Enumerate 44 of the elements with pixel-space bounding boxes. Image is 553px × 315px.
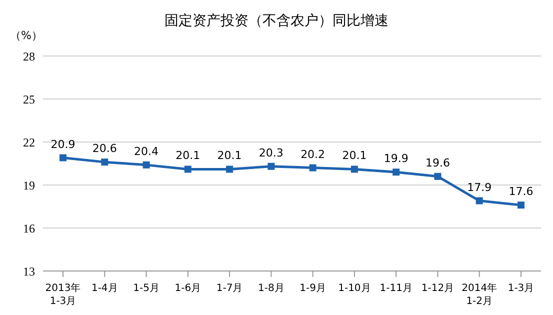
data-label: 20.3 bbox=[258, 146, 284, 160]
data-label: 17.6 bbox=[508, 185, 534, 198]
x-tick-label: 1-6月 bbox=[174, 283, 202, 294]
point bbox=[518, 202, 524, 209]
y-tick-label: 25 bbox=[23, 92, 35, 106]
point bbox=[476, 197, 483, 204]
point bbox=[309, 164, 316, 172]
data-label: 19.9 bbox=[384, 152, 408, 166]
x-tick-label: 1-7月 bbox=[216, 283, 243, 294]
x-tick-label: 2013年 1-3月 bbox=[45, 282, 81, 307]
x-tick-label: 1-11月 bbox=[380, 283, 412, 294]
y-tick-label: 19 bbox=[23, 178, 35, 192]
x-tick-label: 1-12月 bbox=[421, 283, 454, 294]
point bbox=[101, 158, 108, 166]
data-label: 20.6 bbox=[92, 142, 117, 156]
point bbox=[60, 154, 66, 162]
point bbox=[184, 166, 192, 173]
chart-title: 固定资产投资（不含农户）同比增速 bbox=[164, 12, 390, 30]
point bbox=[268, 162, 275, 170]
x-tick-label: 1-5月 bbox=[133, 283, 160, 294]
x-tick-label: 2014年 1-2月 bbox=[462, 282, 498, 307]
y-tick-label: 28 bbox=[23, 49, 35, 64]
data-label: 20.4 bbox=[134, 144, 159, 158]
data-label: 19.6 bbox=[425, 156, 450, 170]
data-label: 20.1 bbox=[217, 149, 242, 162]
data-label: 20.2 bbox=[300, 148, 326, 161]
x-tick-label: 1-3月 bbox=[508, 283, 534, 294]
x-tick-label: 1-10月 bbox=[338, 283, 371, 294]
point bbox=[226, 166, 234, 173]
data-label: 17.9 bbox=[467, 180, 492, 194]
x-tick-label: 1-9月 bbox=[300, 283, 326, 294]
y-tick-label: 13 bbox=[23, 264, 35, 278]
point bbox=[392, 168, 400, 176]
data-label: 20.9 bbox=[50, 138, 76, 151]
point bbox=[142, 161, 150, 168]
data-label: 20.1 bbox=[176, 149, 200, 162]
x-tick-label: 1-4月 bbox=[91, 283, 118, 294]
y-tick-label: 16 bbox=[23, 221, 35, 236]
point bbox=[434, 172, 442, 180]
point bbox=[350, 166, 358, 173]
data-label: 20.1 bbox=[342, 149, 367, 162]
y-tick-label: 22 bbox=[23, 135, 35, 150]
y-axis-title: （%） bbox=[10, 28, 42, 43]
x-tick-label: 1-8月 bbox=[258, 283, 284, 294]
